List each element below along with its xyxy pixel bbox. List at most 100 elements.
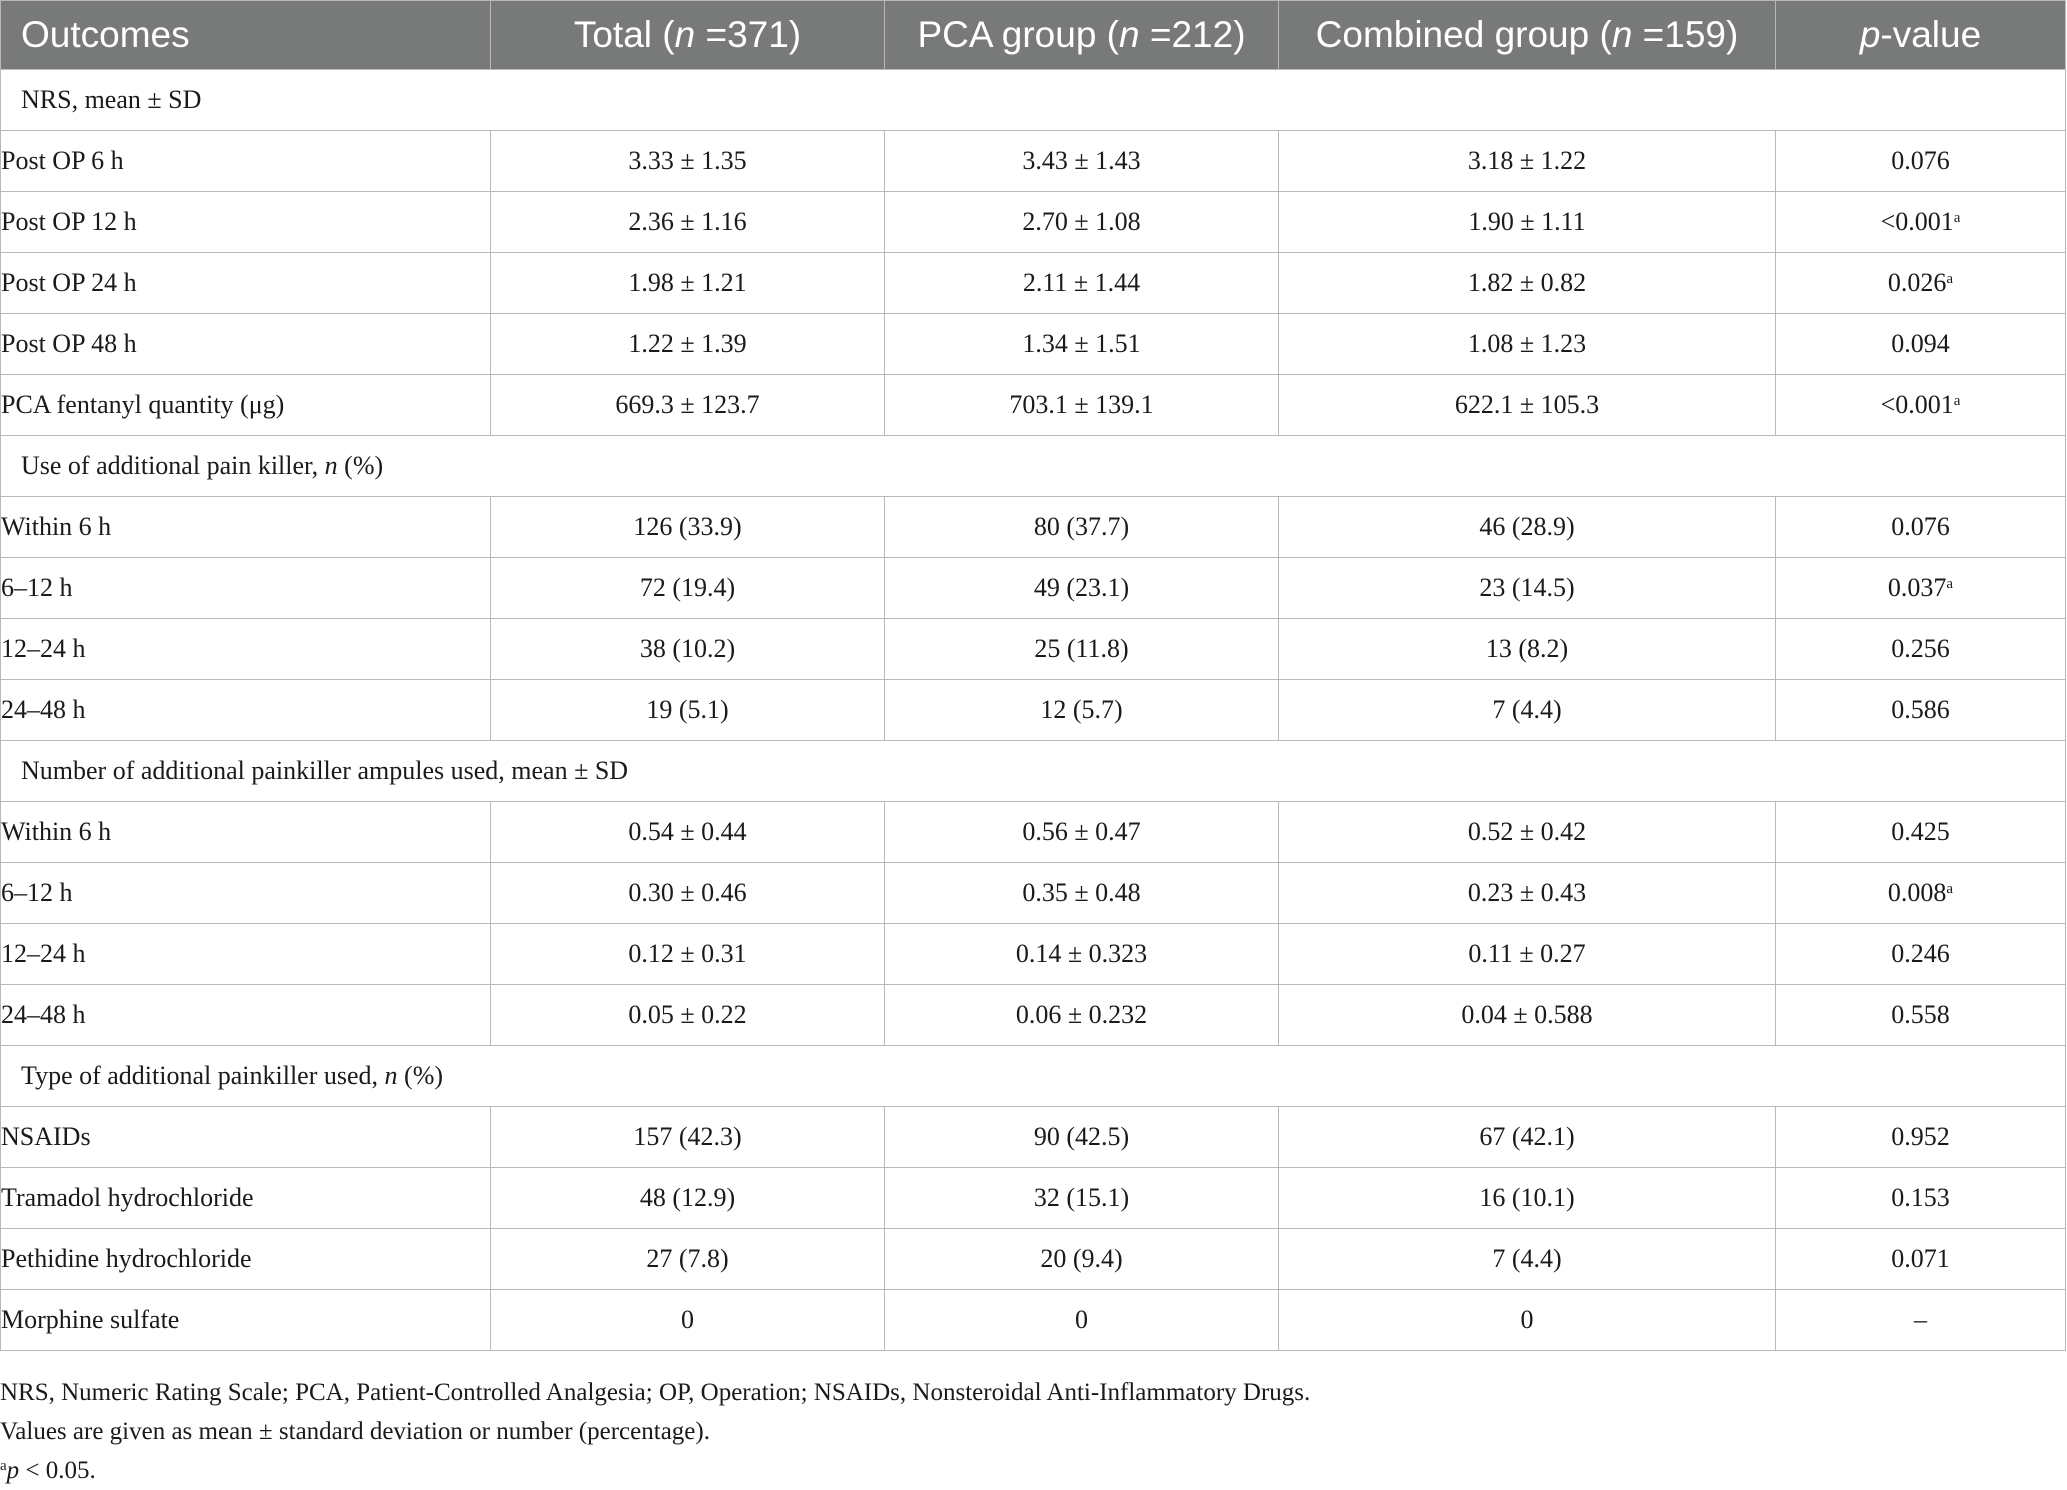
row-label-cell: Pethidine hydrochloride	[0, 1228, 491, 1290]
row-label-cell: Morphine sulfate	[0, 1289, 491, 1351]
pca-group-cell: 2.70 ± 1.08	[884, 191, 1279, 253]
row-label-cell: Post OP 12 h	[0, 191, 491, 253]
table-row: Within 6 h 126 (33.9) 80 (37.7) 46 (28.9) 0.…	[0, 496, 2066, 558]
table-row: 12–24 h 0.12 ± 0.31 0.14 ± 0.323 0.11 ± 0.2…	[0, 923, 2066, 985]
p-value-cell: 0.037a	[1775, 557, 2066, 619]
p-value-cell: <0.001a	[1775, 191, 2066, 253]
combined-group-cell: 1.08 ± 1.23	[1278, 313, 1776, 375]
combined-group-cell: 622.1 ± 105.3	[1278, 374, 1776, 436]
combined-group-cell: 0.04 ± 0.588	[1278, 984, 1776, 1046]
total-cell: 27 (7.8)	[490, 1228, 885, 1290]
combined-group-cell: 1.90 ± 1.11	[1278, 191, 1776, 253]
total-cell: 157 (42.3)	[490, 1106, 885, 1168]
table-body: NRS, mean ± SD Post OP 6 h 3.33 ± 1.35 3.43…	[0, 69, 2066, 1351]
row-label-cell: 24–48 h	[0, 984, 491, 1046]
p-value-cell: 0.246	[1775, 923, 2066, 985]
header-outcomes: Outcomes	[0, 0, 491, 70]
total-cell: 48 (12.9)	[490, 1167, 885, 1229]
section-title: Use of additional pain killer, n (%)	[0, 435, 2066, 497]
combined-group-cell: 3.18 ± 1.22	[1278, 130, 1776, 192]
table-row: Pethidine hydrochloride 27 (7.8) 20 (9.4) 7…	[0, 1228, 2066, 1290]
pca-group-cell: 2.11 ± 1.44	[884, 252, 1279, 314]
p-value-cell: 0.425	[1775, 801, 2066, 863]
pca-group-cell: 0.56 ± 0.47	[884, 801, 1279, 863]
p-value-cell: 0.952	[1775, 1106, 2066, 1168]
pca-group-cell: 0	[884, 1289, 1279, 1351]
row-label-cell: Tramadol hydrochloride	[0, 1167, 491, 1229]
total-cell: 0.05 ± 0.22	[490, 984, 885, 1046]
table-header-row: Outcomes Total (n =371) PCA group (n =21…	[0, 0, 2066, 70]
row-label-cell: Post OP 24 h	[0, 252, 491, 314]
section-header-row: Type of additional painkiller used, n (%…	[0, 1045, 2066, 1107]
total-cell: 0.30 ± 0.46	[490, 862, 885, 924]
table-row: 24–48 h 19 (5.1) 12 (5.7) 7 (4.4) 0.586	[0, 679, 2066, 741]
p-value-cell: 0.094	[1775, 313, 2066, 375]
row-label-cell: PCA fentanyl quantity (μg)	[0, 374, 491, 436]
pca-group-cell: 49 (23.1)	[884, 557, 1279, 619]
total-cell: 1.98 ± 1.21	[490, 252, 885, 314]
section-header-row: Number of additional painkiller ampules …	[0, 740, 2066, 802]
significance-marker: a	[1953, 393, 1961, 409]
header-p-value: p-value	[1775, 0, 2066, 70]
table-row: NSAIDs 157 (42.3) 90 (42.5) 67 (42.1) 0.952	[0, 1106, 2066, 1168]
combined-group-cell: 46 (28.9)	[1278, 496, 1776, 558]
combined-group-cell: 1.82 ± 0.82	[1278, 252, 1776, 314]
table-row: Morphine sulfate 0 0 0–	[0, 1289, 2066, 1351]
row-label-cell: Post OP 48 h	[0, 313, 491, 375]
table-row: Post OP 24 h 1.98 ± 1.21 2.11 ± 1.44 1.82 ±…	[0, 252, 2066, 314]
p-value-cell: 0.153	[1775, 1167, 2066, 1229]
pca-group-cell: 0.14 ± 0.323	[884, 923, 1279, 985]
total-cell: 3.33 ± 1.35	[490, 130, 885, 192]
significance-marker: a	[1946, 576, 1954, 592]
pca-group-cell: 3.43 ± 1.43	[884, 130, 1279, 192]
total-cell: 19 (5.1)	[490, 679, 885, 741]
pca-group-cell: 0.35 ± 0.48	[884, 862, 1279, 924]
significance-marker: a	[1946, 881, 1954, 897]
row-label-cell: 24–48 h	[0, 679, 491, 741]
pca-group-cell: 80 (37.7)	[884, 496, 1279, 558]
section-title: Number of additional painkiller ampules …	[0, 740, 2066, 802]
total-cell: 0.54 ± 0.44	[490, 801, 885, 863]
total-cell: 669.3 ± 123.7	[490, 374, 885, 436]
p-value-cell: 0.076	[1775, 496, 2066, 558]
p-value-cell: –	[1775, 1289, 2066, 1351]
p-value-cell: 0.558	[1775, 984, 2066, 1046]
table-row: 24–48 h 0.05 ± 0.22 0.06 ± 0.232 0.04 ± 0.5…	[0, 984, 2066, 1046]
header-combined-group: Combined group (n =159)	[1278, 0, 1776, 70]
section-title: Type of additional painkiller used, n (%…	[0, 1045, 2066, 1107]
table-row: 6–12 h 0.30 ± 0.46 0.35 ± 0.48 0.23 ± 0.43 0…	[0, 862, 2066, 924]
table-footnotes: NRS, Numeric Rating Scale; PCA, Patient-…	[0, 1373, 1310, 1490]
pca-group-cell: 25 (11.8)	[884, 618, 1279, 680]
total-cell: 126 (33.9)	[490, 496, 885, 558]
combined-group-cell: 0.52 ± 0.42	[1278, 801, 1776, 863]
combined-group-cell: 0	[1278, 1289, 1776, 1351]
significance-marker: a	[1946, 271, 1954, 287]
total-cell: 0	[490, 1289, 885, 1351]
p-value-cell: 0.076	[1775, 130, 2066, 192]
combined-group-cell: 0.23 ± 0.43	[1278, 862, 1776, 924]
total-cell: 2.36 ± 1.16	[490, 191, 885, 253]
total-cell: 1.22 ± 1.39	[490, 313, 885, 375]
combined-group-cell: 7 (4.4)	[1278, 679, 1776, 741]
row-label-cell: 12–24 h	[0, 618, 491, 680]
row-label-cell: Post OP 6 h	[0, 130, 491, 192]
row-label-cell: 6–12 h	[0, 557, 491, 619]
combined-group-cell: 16 (10.1)	[1278, 1167, 1776, 1229]
p-value-cell: 0.256	[1775, 618, 2066, 680]
combined-group-cell: 13 (8.2)	[1278, 618, 1776, 680]
table-row: PCA fentanyl quantity (μg) 669.3 ± 123.7 7…	[0, 374, 2066, 436]
row-label-cell: 12–24 h	[0, 923, 491, 985]
p-value-cell: 0.071	[1775, 1228, 2066, 1290]
header-total: Total (n =371)	[490, 0, 885, 70]
footnote-abbreviations: NRS, Numeric Rating Scale; PCA, Patient-…	[0, 1379, 1311, 1406]
footnote-significance: ap < 0.05.	[0, 1457, 96, 1484]
combined-group-cell: 0.11 ± 0.27	[1278, 923, 1776, 985]
pca-group-cell: 1.34 ± 1.51	[884, 313, 1279, 375]
pca-group-cell: 32 (15.1)	[884, 1167, 1279, 1229]
pca-group-cell: 20 (9.4)	[884, 1228, 1279, 1290]
pca-group-cell: 12 (5.7)	[884, 679, 1279, 741]
pca-group-cell: 0.06 ± 0.232	[884, 984, 1279, 1046]
combined-group-cell: 23 (14.5)	[1278, 557, 1776, 619]
pca-group-cell: 90 (42.5)	[884, 1106, 1279, 1168]
row-label-cell: Within 6 h	[0, 496, 491, 558]
